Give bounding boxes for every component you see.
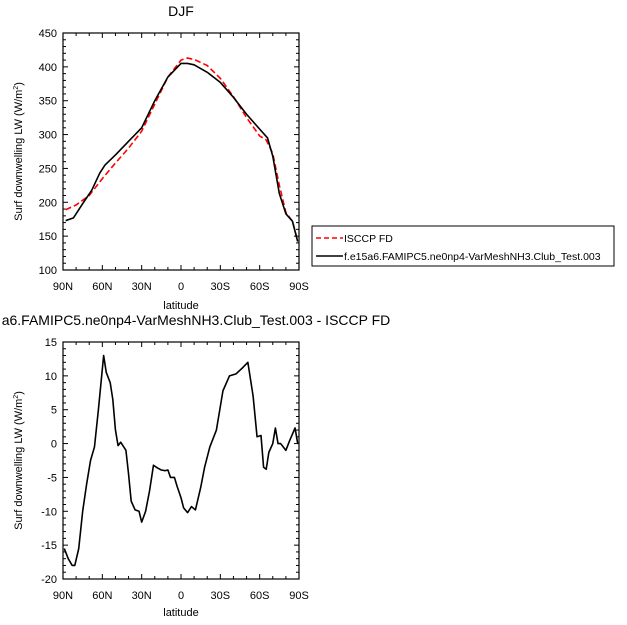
bottom-yaxis-title-sup: 2: [13, 395, 20, 399]
bottom-chart: a6.FAMIPC5.ne0np4-VarMeshNH3.Club_Test.0…: [2, 312, 391, 619]
bottom-ytick-label: -15: [41, 540, 57, 552]
top-ytick-label: 200: [39, 197, 57, 209]
bottom-series-lines: [63, 354, 299, 567]
bottom-ytick-label: -5: [47, 472, 57, 484]
bottom-ytick-label: 0: [51, 439, 57, 451]
bottom-series-line-0: [63, 354, 299, 567]
bottom-xtick-label: 0: [178, 590, 184, 602]
bottom-yaxis-title-close: ): [13, 391, 25, 395]
top-plot-frame: [62, 32, 300, 271]
bottom-ytick-label: -10: [41, 506, 57, 518]
top-yaxis-title-main: Surf downwelling LW (W/m: [13, 90, 25, 221]
top-chart: DJF 90N 60N 30N 0 30S 60S 90S 100 150 200 250 300 35…: [13, 3, 309, 312]
top-ytick-label: 350: [39, 96, 57, 108]
bottom-xtick-label: 60N: [92, 590, 112, 602]
legend-obs-label: ISCCP FD: [344, 233, 393, 245]
top-xtick-label: 60S: [250, 281, 270, 293]
bottom-chart-title: a6.FAMIPC5.ne0np4-VarMeshNH3.Club_Test.0…: [2, 312, 391, 328]
legend-box: [311, 225, 615, 267]
bottom-xtick-label: 90N: [53, 590, 73, 602]
top-ytick-label: 300: [39, 130, 57, 142]
top-yaxis-title: Surf downwelling LW (W/m2): [13, 82, 25, 221]
top-ytick-label: 150: [39, 231, 57, 243]
top-yaxis-title-close: ): [13, 82, 25, 86]
legend-model-label: f.e15a6.FAMIPC5.ne0np4-VarMeshNH3.Club_T…: [344, 251, 601, 263]
bottom-axis-ticks: 90N 60N 30N 0 30S 60S 90S -20 -15 -10 -5 0 5 10 15: [41, 337, 309, 602]
bottom-xaxis-title: latitude: [163, 607, 198, 619]
bottom-yaxis-title-main: Surf downwelling LW (W/m: [13, 399, 25, 530]
bottom-ytick-label: -20: [41, 574, 57, 586]
bottom-xtick-label: 30S: [211, 590, 231, 602]
top-series-line-0: [65, 57, 299, 242]
top-series-lines: [65, 57, 299, 242]
top-ytick-label: 450: [39, 28, 57, 40]
bottom-yaxis-title: Surf downwelling LW (W/m2): [13, 391, 25, 530]
top-xtick-label: 60N: [92, 281, 112, 293]
bottom-xtick-label: 60S: [250, 590, 270, 602]
top-ytick-label: 250: [39, 163, 57, 175]
bottom-xtick-label: 30N: [132, 590, 152, 602]
top-xtick-label: 30N: [132, 281, 152, 293]
top-xtick-label: 90N: [53, 281, 73, 293]
top-xtick-label: 0: [178, 281, 184, 293]
bottom-ytick-label: 15: [45, 337, 57, 349]
top-chart-title: DJF: [168, 3, 194, 19]
legend: ISCCP FD f.e15a6.FAMIPC5.ne0np4-VarMeshN…: [311, 225, 615, 267]
top-ytick-label: 400: [39, 62, 57, 74]
top-ytick-label: 100: [39, 265, 57, 277]
top-xtick-label: 90S: [289, 281, 309, 293]
top-yaxis-title-sup: 2: [13, 86, 20, 90]
top-xtick-label: 30S: [211, 281, 231, 293]
bottom-ytick-label: 10: [45, 371, 57, 383]
top-axis-ticks: 90N 60N 30N 0 30S 60S 90S 100 150 200 250 300 350 400…: [39, 28, 309, 293]
top-series-line-1: [65, 62, 299, 242]
bottom-xtick-label: 90S: [289, 590, 309, 602]
top-xaxis-title: latitude: [163, 300, 198, 312]
bottom-ytick-label: 5: [51, 405, 57, 417]
